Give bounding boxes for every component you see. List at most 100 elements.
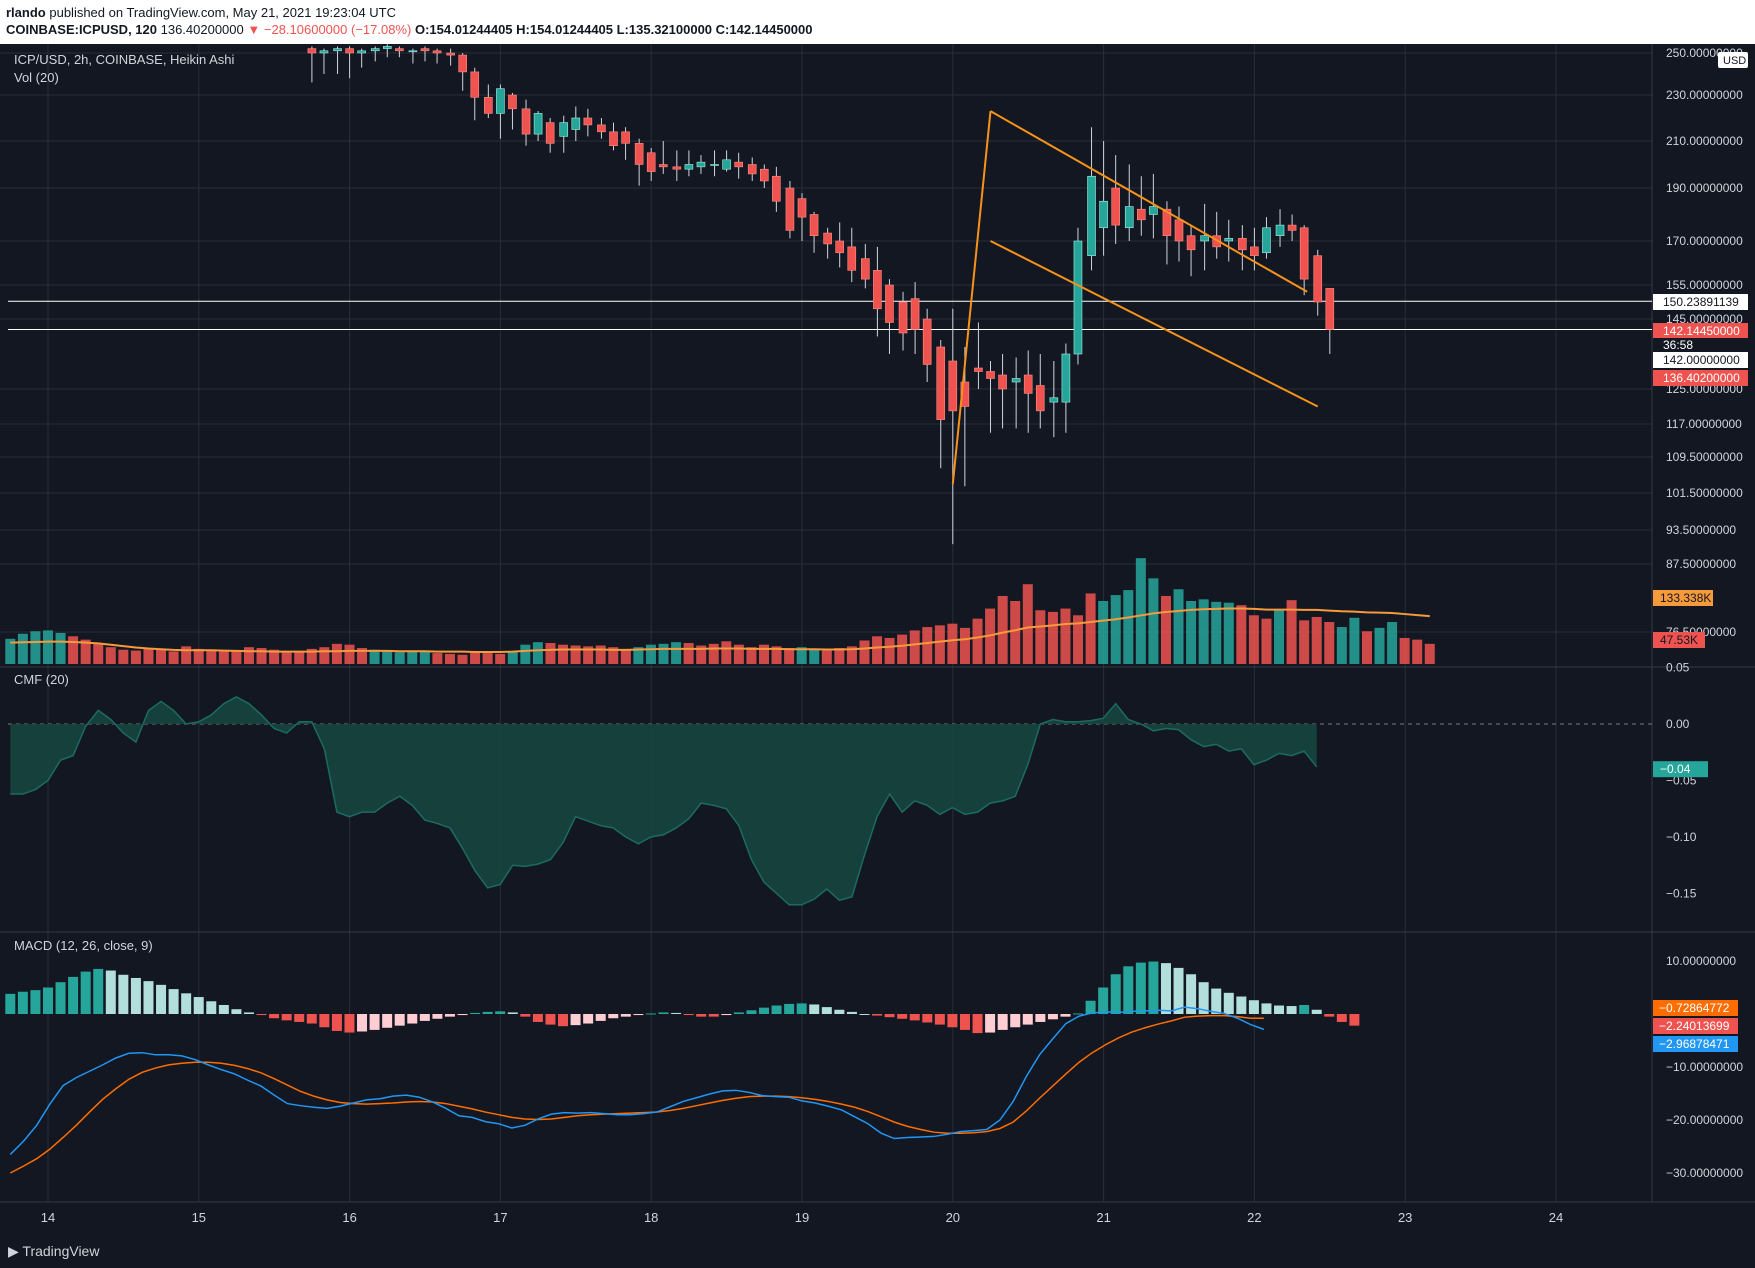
macd-histogram-bar: [859, 1014, 870, 1015]
macd-histogram-bar: [746, 1010, 757, 1014]
candle-body: [847, 246, 857, 271]
macd-histogram-bar: [658, 1012, 669, 1014]
volume-bar: [570, 645, 581, 664]
macd-histogram-bar: [997, 1014, 1008, 1030]
volume-bar: [269, 649, 280, 664]
volume-bar: [1387, 622, 1398, 664]
macd-histogram-bar: [80, 971, 91, 1014]
volume-bar: [319, 647, 330, 664]
volume-bar: [1160, 595, 1171, 664]
volume-bar: [1349, 617, 1360, 664]
macd-histogram-bar: [5, 993, 16, 1014]
volume-bar: [834, 648, 845, 664]
macd-tick-label: 10.00000000: [1666, 954, 1736, 968]
candle-body: [885, 284, 894, 323]
symbol-line: COINBASE:ICPUSD, 120 136.40200000 ▼ −28.…: [6, 22, 813, 37]
candle-body: [1137, 208, 1146, 221]
volume-bar: [708, 643, 719, 664]
volume-bar: [1085, 593, 1096, 664]
macd-histogram-bar: [1110, 974, 1121, 1014]
usd-unit-badge: [1718, 52, 1748, 68]
macd-histogram-bar: [1186, 974, 1197, 1014]
price-tick-label: 190.00000000: [1666, 181, 1743, 195]
macd-histogram-bar: [947, 1014, 958, 1028]
tradingview-logo[interactable]: ▶ TradingView: [8, 1243, 100, 1259]
volume-bar: [105, 647, 116, 664]
macd-histogram-bar: [156, 984, 167, 1014]
volume-bar: [1236, 605, 1247, 664]
candle-body: [910, 298, 920, 330]
volume-bar: [344, 644, 355, 664]
macd-histogram-bar: [495, 1011, 506, 1014]
volume-bar: [909, 630, 920, 664]
macd-histogram-bar: [532, 1014, 543, 1022]
volume-bar: [193, 648, 204, 664]
candle-body: [345, 48, 354, 54]
candle-body: [496, 88, 505, 114]
candle-body: [658, 164, 668, 168]
volume-tag: [1653, 632, 1705, 648]
trendline-flag-lower: [990, 240, 1319, 408]
macd-histogram-bar: [922, 1014, 933, 1023]
macd-histogram-bar: [231, 1009, 242, 1014]
macd-histogram-bar: [507, 1012, 518, 1014]
volume-bar: [532, 642, 543, 664]
volume-bar: [1412, 639, 1423, 664]
macd-histogram-bar: [1035, 1014, 1046, 1022]
volume-ma-line: [10, 607, 1430, 653]
macd-histogram-bar: [206, 1001, 217, 1014]
volume-bar: [1299, 620, 1310, 664]
macd-histogram-bar: [570, 1014, 581, 1026]
volume-bar: [419, 651, 430, 664]
candle-body: [1313, 255, 1323, 303]
volume-bar: [1374, 627, 1385, 664]
candle-body: [1149, 206, 1158, 215]
macd-histogram-bar: [369, 1014, 380, 1030]
macd-histogram-bar: [1148, 961, 1159, 1014]
macd-histogram-bar: [419, 1014, 430, 1021]
candle-body: [508, 94, 517, 110]
volume-bar: [206, 649, 217, 664]
candle-body: [823, 232, 832, 245]
volume-bar: [1399, 637, 1410, 664]
candle-body: [672, 166, 682, 170]
cmf-pane-title: CMF (20): [14, 672, 69, 687]
volume-bar: [1336, 627, 1347, 664]
candle-body: [986, 371, 995, 379]
volume-bar: [407, 650, 418, 664]
candle-body: [1124, 206, 1134, 229]
candle-body: [521, 108, 531, 135]
macd-histogram-bar: [470, 1012, 481, 1014]
macd-histogram-bar: [708, 1014, 719, 1017]
macd-histogram-bar: [1123, 966, 1134, 1014]
candle-body: [1061, 353, 1071, 403]
macd-histogram-bar: [821, 1007, 832, 1014]
cmf-tick-label: −0.10: [1666, 830, 1697, 844]
volume-bar: [796, 647, 807, 664]
volume-pane-title: Vol (20): [14, 70, 59, 85]
macd-histogram-bar: [1236, 996, 1247, 1014]
macd-histogram-bar: [306, 1014, 317, 1024]
last-price: 136.40200000: [160, 22, 244, 37]
volume-bar: [1098, 601, 1109, 664]
macd-pane-title: MACD (12, 26, close, 9): [14, 938, 153, 953]
price-tag-label: 150.23891139: [1663, 295, 1739, 309]
candle-body: [797, 198, 807, 218]
macd-histogram-bar: [256, 1014, 267, 1016]
volume-bar: [369, 649, 380, 664]
price-tick-label: 117.00000000: [1666, 417, 1742, 431]
candle-body: [395, 48, 404, 52]
volume-bar: [294, 652, 305, 664]
volume-bar: [545, 643, 556, 664]
candle-body: [1035, 385, 1045, 412]
candle-body: [772, 175, 781, 202]
macd-histogram-bar: [1085, 1000, 1096, 1014]
candle-body: [759, 168, 769, 182]
macd-histogram-bar: [1349, 1014, 1360, 1026]
volume-bar: [55, 632, 66, 664]
macd-histogram-bar: [218, 1004, 229, 1014]
candle-body: [922, 318, 932, 365]
chart-canvas[interactable]: ICP/USD, 2h, COINBASE, Heikin Ashi Vol (2…: [0, 44, 1755, 1235]
candle-body: [1111, 187, 1120, 226]
macd-histogram-bar: [834, 1009, 845, 1014]
